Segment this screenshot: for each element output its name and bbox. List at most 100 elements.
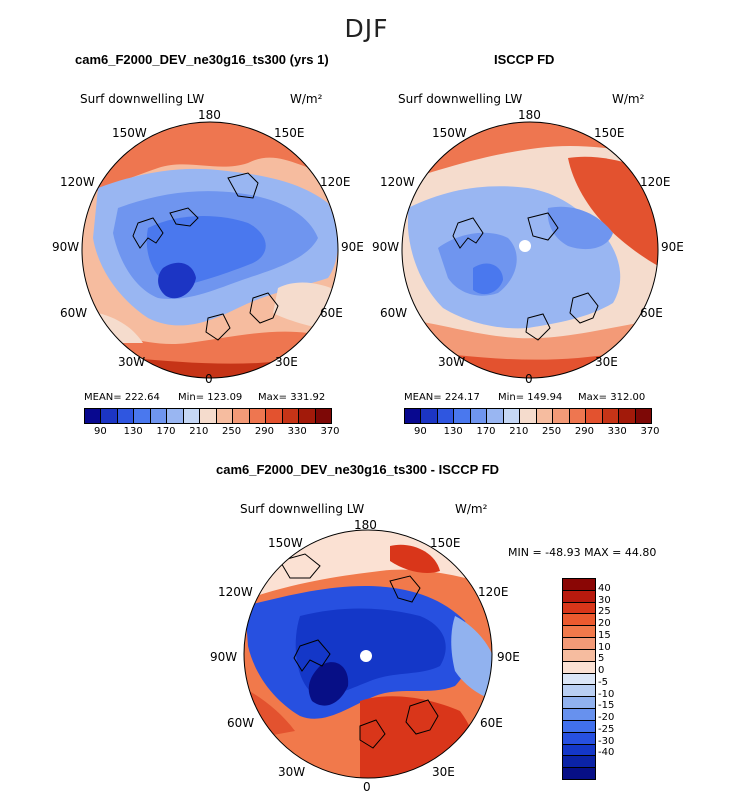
colorbar-swatch bbox=[563, 744, 595, 757]
colorbar-tick-label: 15 bbox=[598, 629, 611, 641]
colorbar-tick-label: 30 bbox=[598, 594, 611, 606]
panel1-title: cam6_F2000_DEV_ne30g16_ts300 (yrs 1) bbox=[75, 52, 329, 67]
panel2-max: Max= 312.00 bbox=[578, 392, 646, 403]
colorbar-swatch bbox=[167, 409, 184, 423]
colorbar-swatch bbox=[437, 409, 455, 423]
panel3-minmax: MIN = -48.93 MAX = 44.80 bbox=[508, 546, 657, 559]
colorbar-swatch bbox=[563, 614, 595, 627]
colorbar-swatch bbox=[520, 409, 537, 423]
panel1-lon-150W: 150W bbox=[112, 126, 147, 140]
panel3-variable: Surf downwelling LW bbox=[240, 502, 365, 516]
panel2-lon-60E: 60E bbox=[640, 306, 663, 320]
panel1-lon-60E: 60E bbox=[320, 306, 343, 320]
panel3-lon-150W: 150W bbox=[268, 536, 303, 550]
panel3-pole-missing-marker bbox=[360, 650, 372, 662]
panel3-lon-60E: 60E bbox=[480, 716, 503, 730]
colorbar-swatch bbox=[602, 409, 620, 423]
panel1-lon-60W: 60W bbox=[60, 306, 88, 320]
colorbar-tick-label: -40 bbox=[598, 747, 615, 759]
colorbar-swatch bbox=[233, 409, 250, 423]
colorbar-swatch bbox=[503, 409, 521, 423]
colorbar-tick-label: 370 bbox=[320, 426, 340, 437]
panel1-max: Max= 331.92 bbox=[258, 392, 326, 403]
panel3-lon-180: 180 bbox=[354, 518, 377, 532]
colorbar-swatch bbox=[563, 661, 595, 674]
colorbar-tick-label: -20 bbox=[598, 712, 615, 724]
colorbar-swatch bbox=[487, 409, 504, 423]
colorbar-tick-label: 170 bbox=[156, 426, 176, 437]
panel2-mean: MEAN= 224.17 bbox=[404, 392, 480, 403]
colorbar-tick-label: -25 bbox=[598, 723, 615, 735]
panel3-lon-120E: 120E bbox=[478, 585, 509, 599]
panel3-map bbox=[243, 529, 493, 779]
colorbar-swatch bbox=[150, 409, 168, 423]
panel3-lon-120W: 120W bbox=[218, 585, 253, 599]
colorbar-tick-label: 90 bbox=[94, 426, 107, 437]
colorbar-tick-label: 25 bbox=[598, 606, 611, 618]
panel2-pole-missing-marker bbox=[519, 240, 531, 252]
colorbar-swatch bbox=[183, 409, 201, 423]
panel1-lon-120E: 120E bbox=[320, 175, 351, 189]
colorbar-tick-label: 250 bbox=[542, 426, 562, 437]
colorbar-swatch bbox=[563, 626, 595, 639]
panel1-min: Min= 123.09 bbox=[178, 392, 243, 403]
colorbar-swatch bbox=[536, 409, 554, 423]
panel2-units: W/m² bbox=[612, 92, 645, 106]
panel2-lon-90E: 90E bbox=[661, 240, 684, 254]
panel2-title: ISCCP FD bbox=[494, 52, 555, 67]
colorbar-tick-label: -30 bbox=[598, 735, 615, 747]
panel3-lon-0: 0 bbox=[363, 780, 371, 794]
panel2-map bbox=[401, 121, 659, 379]
colorbar-swatch bbox=[405, 409, 422, 423]
colorbar-swatch bbox=[563, 638, 595, 650]
colorbar-swatch bbox=[454, 409, 471, 423]
colorbar-tick-label: 130 bbox=[443, 426, 463, 437]
panel1-lon-30E: 30E bbox=[275, 355, 298, 369]
panel1-variable: Surf downwelling LW bbox=[80, 92, 205, 106]
panel3-title: cam6_F2000_DEV_ne30g16_ts300 - ISCCP FD bbox=[216, 462, 500, 477]
colorbar-tick-label: 210 bbox=[509, 426, 529, 437]
colorbar-tick-label: 40 bbox=[598, 582, 611, 594]
colorbar-tick-label: 20 bbox=[598, 618, 611, 630]
colorbar-swatch bbox=[85, 409, 102, 423]
colorbar-tick-label: 290 bbox=[574, 426, 594, 437]
colorbar-swatch bbox=[216, 409, 234, 423]
colorbar-tick-label: 330 bbox=[287, 426, 307, 437]
panel1-units: W/m² bbox=[290, 92, 323, 106]
colorbar-swatch bbox=[200, 409, 217, 423]
panel3-units: W/m² bbox=[455, 502, 488, 516]
panel2-colorbar-ticks: 90 130 170 210 250 290 330 370 bbox=[404, 426, 660, 440]
colorbar-swatch bbox=[563, 720, 595, 733]
colorbar-swatch bbox=[315, 409, 332, 423]
colorbar-swatch bbox=[282, 409, 300, 423]
colorbar-tick-label: 210 bbox=[189, 426, 209, 437]
colorbar-tick-label: 0 bbox=[598, 665, 605, 677]
panel2-colorbar bbox=[404, 408, 652, 424]
colorbar-tick-label: 330 bbox=[607, 426, 627, 437]
panel2-lon-90W: 90W bbox=[372, 240, 400, 254]
colorbar-swatch bbox=[563, 590, 595, 603]
panel1-lon-0: 0 bbox=[205, 372, 213, 386]
colorbar-swatch bbox=[249, 409, 267, 423]
panel2-lon-60W: 60W bbox=[380, 306, 408, 320]
colorbar-tick-label: -5 bbox=[598, 676, 608, 688]
panel3-lon-30E: 30E bbox=[432, 765, 455, 779]
colorbar-tick-label: 170 bbox=[476, 426, 496, 437]
panel1-colorbar bbox=[84, 408, 332, 424]
colorbar-swatch bbox=[553, 409, 570, 423]
panel1-lon-120W: 120W bbox=[60, 175, 95, 189]
colorbar-swatch bbox=[563, 579, 595, 591]
colorbar-swatch bbox=[421, 409, 438, 423]
colorbar-swatch bbox=[101, 409, 118, 423]
panel3-colorbar-ticks: 40 30 25 20 15 10 5 0 -5 -10 -15 -20 -25 -30 -40 bbox=[598, 578, 638, 778]
figure-title: DJF bbox=[344, 14, 389, 43]
colorbar-tick-label: 5 bbox=[598, 653, 605, 665]
panel1-map bbox=[81, 121, 339, 379]
panel1-lon-150E: 150E bbox=[274, 126, 305, 140]
colorbar-swatch bbox=[563, 709, 595, 721]
panel3-lon-60W: 60W bbox=[227, 716, 255, 730]
panel1-lon-90W: 90W bbox=[52, 240, 80, 254]
panel3-lon-90W: 90W bbox=[210, 650, 238, 664]
panel2-lon-120W: 120W bbox=[380, 175, 415, 189]
colorbar-swatch bbox=[117, 409, 135, 423]
